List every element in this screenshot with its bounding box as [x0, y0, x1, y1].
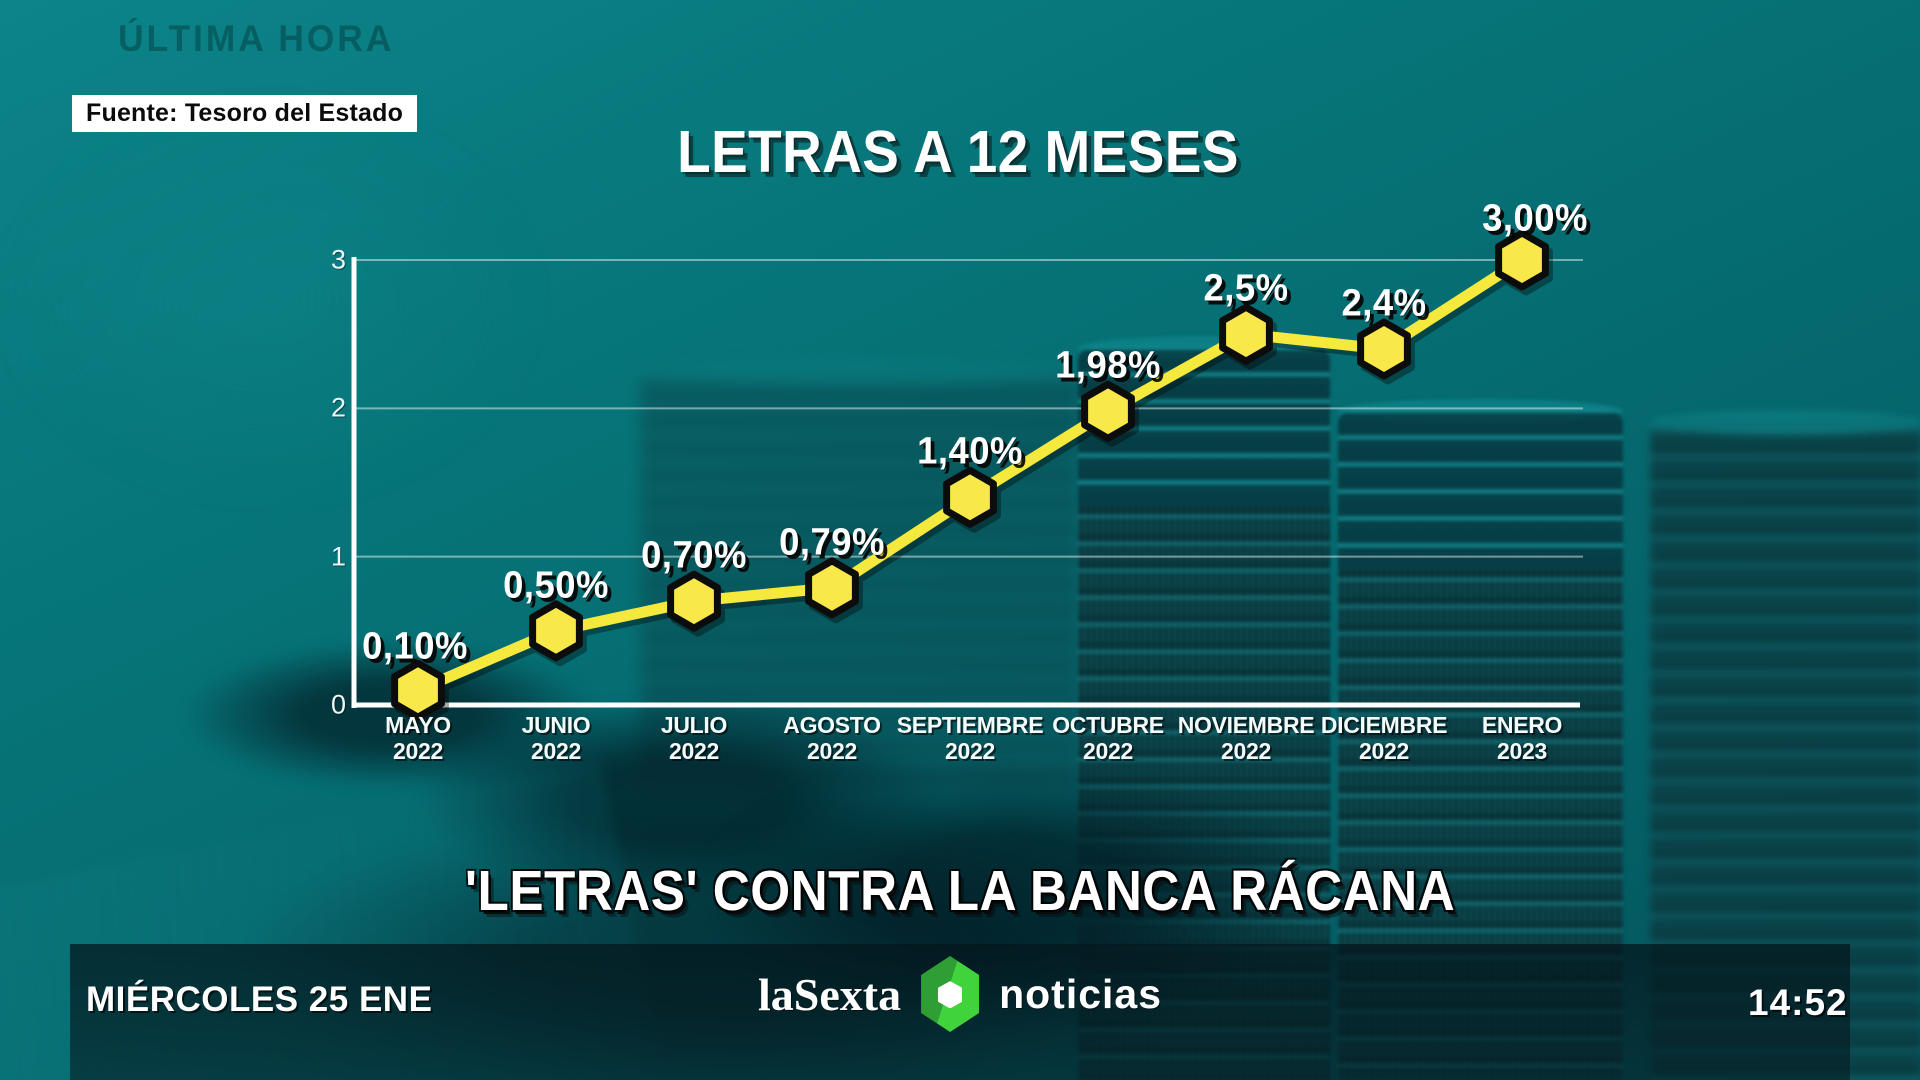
- x-axis-year: 2022: [945, 738, 995, 764]
- x-axis-label: JUNIO 2022: [522, 712, 591, 764]
- x-axis-label: OCTUBRE 2022: [1052, 712, 1164, 764]
- data-point-marker: [529, 600, 583, 662]
- data-point-marker: [1219, 303, 1273, 365]
- point-value-label: 2,5%: [1203, 267, 1289, 310]
- lasexta-hexagon-6-icon: [921, 956, 980, 1032]
- y-tick-label: 3: [330, 244, 346, 275]
- x-axis-year: 2022: [531, 738, 581, 764]
- x-axis-label: DICIEMBRE 2022: [1320, 712, 1448, 764]
- x-axis-month: ENERO: [1481, 712, 1563, 738]
- x-axis-month: NOVIEMBRE: [1177, 712, 1315, 738]
- y-tick-label: 2: [330, 392, 346, 423]
- y-tick-label: 1: [330, 541, 346, 572]
- point-value-label: 1,98%: [1055, 344, 1161, 387]
- noticias-label: noticias: [999, 970, 1163, 1017]
- chart-title: LETRAS A 12 MESES: [677, 119, 1239, 185]
- x-axis-label: ENERO 2023: [1481, 712, 1563, 764]
- x-axis-label: SEPTIEMBRE 2022: [897, 712, 1044, 764]
- clock: 14:52: [1748, 982, 1848, 1023]
- data-point-marker: [943, 466, 997, 528]
- x-axis-label: NOVIEMBRE 2022: [1178, 712, 1315, 764]
- data-series: [391, 229, 1549, 721]
- x-axis-year: 2022: [669, 738, 719, 764]
- point-value-label: 0,70%: [641, 534, 747, 577]
- x-axis-year: 2022: [393, 738, 443, 764]
- x-axis-month: AGOSTO: [783, 712, 881, 738]
- ghost-watermark: ÚLTIMA HORA: [118, 18, 395, 59]
- x-axis-year: 2022: [1221, 738, 1271, 764]
- x-axis-label: AGOSTO 2022: [783, 712, 881, 764]
- x-axis-month: OCTUBRE: [1052, 712, 1164, 738]
- x-axis-month: SEPTIEMBRE: [896, 712, 1044, 738]
- data-point-marker: [805, 557, 859, 619]
- background-light-haze: [0, 100, 540, 500]
- x-axis-year: 2023: [1497, 738, 1547, 764]
- data-point-marker: [1081, 380, 1135, 442]
- headline: 'LETRAS' CONTRA LA BANCA RÁCANA: [464, 859, 1456, 923]
- point-value-label: 0,10%: [362, 625, 468, 668]
- x-axis-month: JUNIO: [521, 712, 591, 738]
- data-point-marker: [1357, 318, 1411, 380]
- x-axis-year: 2022: [1359, 738, 1409, 764]
- channel-logo: laSexta noticias: [758, 952, 1162, 1036]
- x-axis-month: DICIEMBRE: [1320, 712, 1448, 738]
- source-text: Fuente: Tesoro del Estado: [86, 99, 404, 127]
- point-value-label: 0,50%: [503, 564, 609, 607]
- point-value-label: 2,4%: [1341, 282, 1427, 325]
- y-tick-label: 0: [330, 689, 346, 720]
- x-axis-month: JULIO: [660, 712, 728, 738]
- x-axis-label: JULIO 2022: [660, 712, 728, 764]
- data-point-marker: [667, 570, 721, 632]
- x-axis-year: 2022: [1083, 738, 1133, 764]
- point-value-label: 0,79%: [779, 521, 885, 564]
- data-point-marker: [1495, 229, 1549, 291]
- lasexta-wordmark: laSexta: [757, 968, 902, 1020]
- point-value-label: 3,00%: [1482, 197, 1588, 240]
- data-point-marker: [391, 659, 445, 721]
- point-value-label: 1,40%: [917, 430, 1023, 473]
- date-label: MIÉRCOLES 25 ENE: [86, 980, 433, 1019]
- x-axis-month: MAYO: [385, 712, 451, 738]
- x-axis-year: 2022: [807, 738, 857, 764]
- x-axis-label: MAYO 2022: [385, 712, 451, 764]
- source-label: Fuente: Tesoro del Estado: [72, 95, 418, 132]
